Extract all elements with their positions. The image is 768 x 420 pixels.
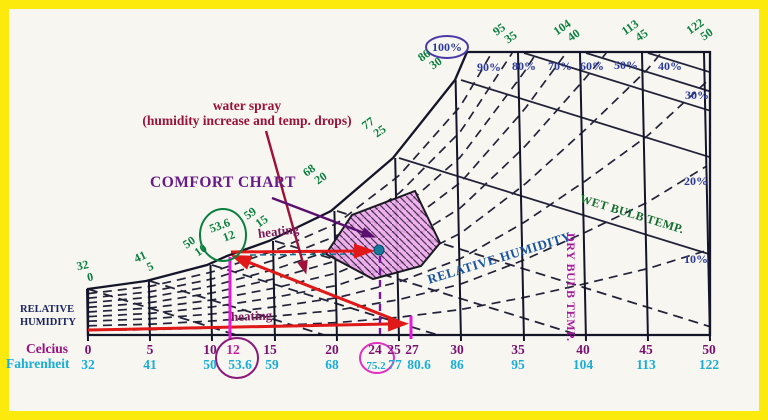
circle-24-75-2-axis	[359, 342, 395, 374]
rh-label-80pct: 80%	[512, 59, 536, 73]
dry-bulb-line	[333, 210, 338, 342]
dry-bulb-line	[272, 240, 276, 342]
dry-bulb-line	[454, 79, 462, 342]
rh-label-40pct: 40%	[658, 59, 682, 73]
celsius-row-label: Celcius	[26, 341, 68, 356]
rh-label-90pct: 90%	[477, 60, 501, 74]
wet-bulb-line	[398, 157, 711, 256]
wet-bulb-line	[460, 79, 711, 159]
svg-text:5: 5	[144, 259, 155, 274]
rh-label-30pct: 30%	[685, 88, 709, 102]
celsius-tick-40: 40	[576, 342, 590, 357]
rh-label-20pct: 20%	[684, 174, 708, 188]
fahrenheit-tick-122: 122	[699, 357, 720, 372]
svg-text:41: 41	[132, 248, 149, 266]
fahrenheit-tick-32: 32	[81, 357, 95, 372]
svg-text:12: 12	[221, 227, 237, 244]
comfort-zone	[324, 189, 442, 281]
rh-label-60pct: 60%	[580, 59, 604, 73]
fahrenheit-tick-75.2: 75.2	[366, 360, 386, 372]
svg-text:53.6: 53.6	[207, 215, 232, 235]
fahrenheit-tick-59: 59	[265, 357, 279, 372]
rh-label-50pct: 50%	[614, 58, 638, 72]
wet-bulb-line	[274, 240, 579, 336]
water-spray-annotation: water spray (humidity increase and temp.…	[134, 98, 360, 128]
circle-12-53-6-axis	[215, 337, 259, 379]
fahrenheit-tick-104: 104	[573, 357, 594, 372]
rh-curve-70	[87, 52, 538, 304]
comfort-point-dot	[373, 244, 385, 256]
fahrenheit-tick-68: 68	[325, 357, 339, 372]
circle-53-6-12	[199, 208, 247, 262]
rh-label-100pct: 100%	[432, 40, 462, 54]
celsius-tick-5: 5	[147, 342, 154, 357]
celsius-tick-10: 10	[203, 342, 217, 357]
dry-bulb-line	[517, 52, 525, 342]
dry-bulb-line	[147, 280, 151, 342]
water-spray-line2: (humidity increase and temp. drops)	[142, 112, 352, 128]
relative-humidity-axis-label: RELATIVE HUMIDITY	[20, 304, 77, 328]
celsius-tick-35: 35	[511, 342, 525, 357]
wet-bulb-line	[523, 52, 711, 112]
dry-bulb-line	[641, 52, 649, 342]
fahrenheit-tick-80.6: 80.6	[407, 357, 431, 372]
svg-text:0: 0	[86, 269, 95, 284]
saturation-label-5: 415	[132, 248, 156, 274]
comfort-chart-pointer	[271, 196, 377, 238]
wet-bulb-line	[647, 52, 711, 74]
fahrenheit-tick-86: 86	[450, 357, 464, 372]
rh-curve-90	[87, 52, 493, 295]
celsius-tick-25: 25	[387, 342, 401, 357]
fahrenheit-tick-113: 113	[636, 357, 656, 372]
target-dashed-track	[249, 253, 355, 256]
celsius-tick-27: 27	[405, 342, 419, 357]
fahrenheit-row-label: Fahrenheit	[6, 356, 70, 371]
svg-text:32: 32	[75, 257, 90, 273]
rh-curve-20	[87, 165, 707, 327]
fahrenheit-tick-41: 41	[143, 357, 157, 372]
fahrenheit-tick-50: 50	[203, 357, 217, 372]
rh-curve-60	[87, 52, 567, 309]
water-spray-pointer	[264, 130, 308, 275]
celsius-tick-30: 30	[450, 342, 464, 357]
heating-line-mid	[230, 243, 375, 259]
rh-label-70pct: 70%	[548, 59, 572, 73]
rh-label-10pct: 10%	[684, 252, 708, 266]
fahrenheit-tick-77: 77	[388, 357, 402, 372]
saturation-label-0: 320	[75, 257, 95, 284]
celsius-tick-15: 15	[263, 342, 277, 357]
celsius-tick-12: 12	[226, 342, 240, 357]
dry-bulb-temp-label: DRY BULB TEMP.	[564, 233, 578, 342]
water-spray-process-line	[230, 255, 399, 323]
wet-bulb-line	[585, 52, 711, 93]
water-spray-line1: water spray	[212, 98, 282, 113]
heating-label-lower: heating	[230, 307, 273, 324]
heating-line-bottom	[87, 316, 409, 332]
rh-curve-80	[87, 52, 513, 300]
celsius-tick-0: 0	[85, 342, 92, 357]
saturation-curve-boundary	[86, 50, 712, 337]
celsius-tick-50: 50	[702, 342, 716, 357]
chart-title: COMFORT CHART	[150, 174, 296, 191]
celsius-tick-45: 45	[639, 342, 653, 357]
circle-100pct	[425, 35, 469, 59]
fahrenheit-tick-95: 95	[511, 357, 525, 372]
celsius-tick-20: 20	[325, 342, 339, 357]
dry-bulb-line	[209, 264, 213, 342]
celsius-tick-24: 24	[368, 342, 382, 357]
fahrenheit-tick-53.6: 53.6	[228, 357, 252, 372]
saturation-label-12: 53.612	[207, 215, 237, 244]
dry-bulb-line	[579, 52, 587, 342]
